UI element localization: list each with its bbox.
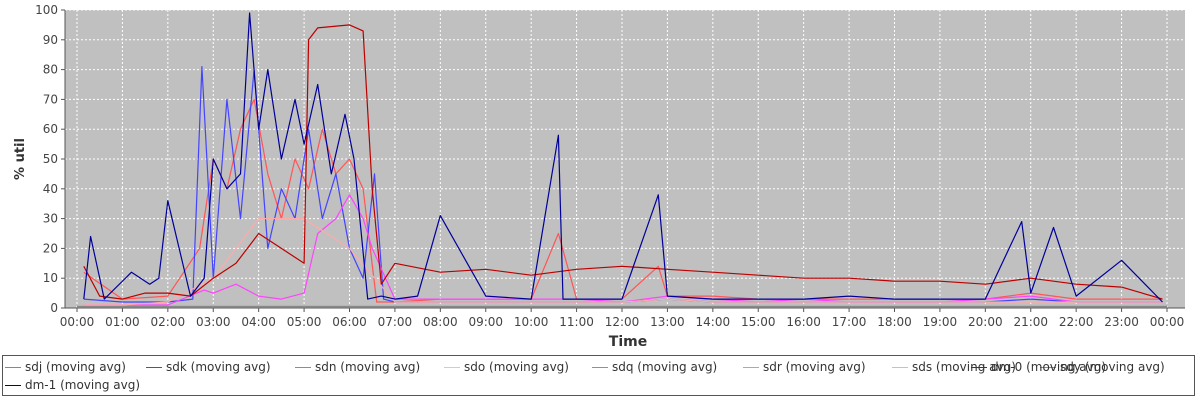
y-tick-label: 10	[43, 271, 58, 285]
y-tick-label: 40	[43, 182, 58, 196]
legend-item: sdk (moving avg)	[146, 360, 271, 374]
x-tick-label: 17:00	[832, 315, 867, 329]
legend-item: sds (moving avg)	[892, 360, 1016, 374]
x-tick-label: 01:00	[105, 315, 140, 329]
y-tick-label: 30	[43, 212, 58, 226]
legend-label: sdy (moving avg)	[1060, 360, 1165, 374]
x-tick-label: 05:00	[287, 315, 322, 329]
legend-label: sdn (moving avg)	[315, 360, 421, 374]
legend-swatch	[5, 384, 21, 386]
series-layer	[77, 12, 1167, 308]
x-tick-label: 10:00	[514, 315, 549, 329]
y-tick-label: 70	[43, 92, 58, 106]
legend-item: dm-1 (moving avg)	[5, 378, 140, 392]
legend-item: dm-0 (moving avg)	[971, 360, 1106, 374]
x-tick-label: 04:00	[241, 315, 276, 329]
legend-label: sdk (moving avg)	[166, 360, 271, 374]
x-tick-label: 03:00	[196, 315, 231, 329]
y-tick-label: 20	[43, 241, 58, 255]
x-tick-label: 20:00	[968, 315, 1003, 329]
y-tick-label: 60	[43, 122, 58, 136]
y-tick-label: 100	[35, 3, 58, 17]
legend-swatch	[444, 366, 460, 368]
x-tick-label: 08:00	[423, 315, 458, 329]
y-tick-label: 90	[43, 33, 58, 47]
grid	[65, 9, 1185, 308]
legend-swatch	[146, 366, 162, 368]
legend-item: sdo (moving avg)	[444, 360, 569, 374]
legend-swatch	[5, 366, 21, 368]
legend-label: dm-1 (moving avg)	[25, 378, 141, 392]
x-tick-label: 00:00	[1150, 315, 1185, 329]
legend-swatch	[971, 366, 987, 368]
legend-swatch	[295, 366, 311, 368]
x-tick-label: 16:00	[786, 315, 821, 329]
x-tick-label: 11:00	[559, 315, 594, 329]
x-axis-label: Time	[609, 334, 647, 350]
legend-label: dm-0 (moving avg)	[991, 360, 1107, 374]
legend-swatch	[892, 366, 908, 368]
x-tick-label: 13:00	[650, 315, 685, 329]
legend-item: sdn (moving avg)	[295, 360, 420, 374]
x-tick-label: 06:00	[332, 315, 367, 329]
legend-label: sdo (moving avg)	[464, 360, 569, 374]
y-tick-label: 50	[43, 152, 58, 166]
legend-item: sdq (moving avg)	[592, 360, 717, 374]
y-tick-label: 0	[50, 301, 58, 315]
series-line-dm-1	[83, 12, 1163, 303]
series-line-sds	[83, 218, 1163, 306]
x-tick-label: 12:00	[605, 315, 640, 329]
legend-label: sdq (moving avg)	[612, 360, 718, 374]
x-tick-label: 07:00	[378, 315, 413, 329]
legend-swatch	[1040, 366, 1056, 368]
legend-label: sdr (moving avg)	[763, 360, 866, 374]
x-tick-label: 14:00	[696, 315, 731, 329]
legend-swatch	[592, 366, 608, 368]
y-axis-label: % util	[13, 138, 28, 180]
x-tick-label: 19:00	[923, 315, 958, 329]
legend-label: sds (moving avg)	[912, 360, 1016, 374]
legend-item: sdr (moving avg)	[743, 360, 866, 374]
x-axis: 00:00 01:00 02:00 03:00 04:00 05:00 06:00 07:00…	[60, 308, 1185, 329]
x-tick-label: 21:00	[1013, 315, 1048, 329]
y-tick-label: 80	[43, 63, 58, 77]
legend: sdj (moving avg) sdk (moving avg) sdn (mov…	[2, 355, 1195, 396]
legend-item: sdy (moving avg)	[1040, 360, 1165, 374]
x-tick-label: 02:00	[151, 315, 186, 329]
y-axis: 0 10 20 30 40 50 60 70 80 90 100	[35, 3, 65, 315]
legend-item: sdj (moving avg)	[5, 360, 126, 374]
x-tick-label: 22:00	[1059, 315, 1094, 329]
legend-label: sdj (moving avg)	[25, 360, 126, 374]
x-tick-label: 15:00	[741, 315, 776, 329]
series-line-dm-0	[83, 24, 1163, 300]
x-tick-label: 00:00	[60, 315, 95, 329]
x-tick-label: 18:00	[877, 315, 912, 329]
legend-swatch	[743, 366, 759, 368]
x-tick-label: 09:00	[468, 315, 503, 329]
x-tick-label: 23:00	[1104, 315, 1139, 329]
